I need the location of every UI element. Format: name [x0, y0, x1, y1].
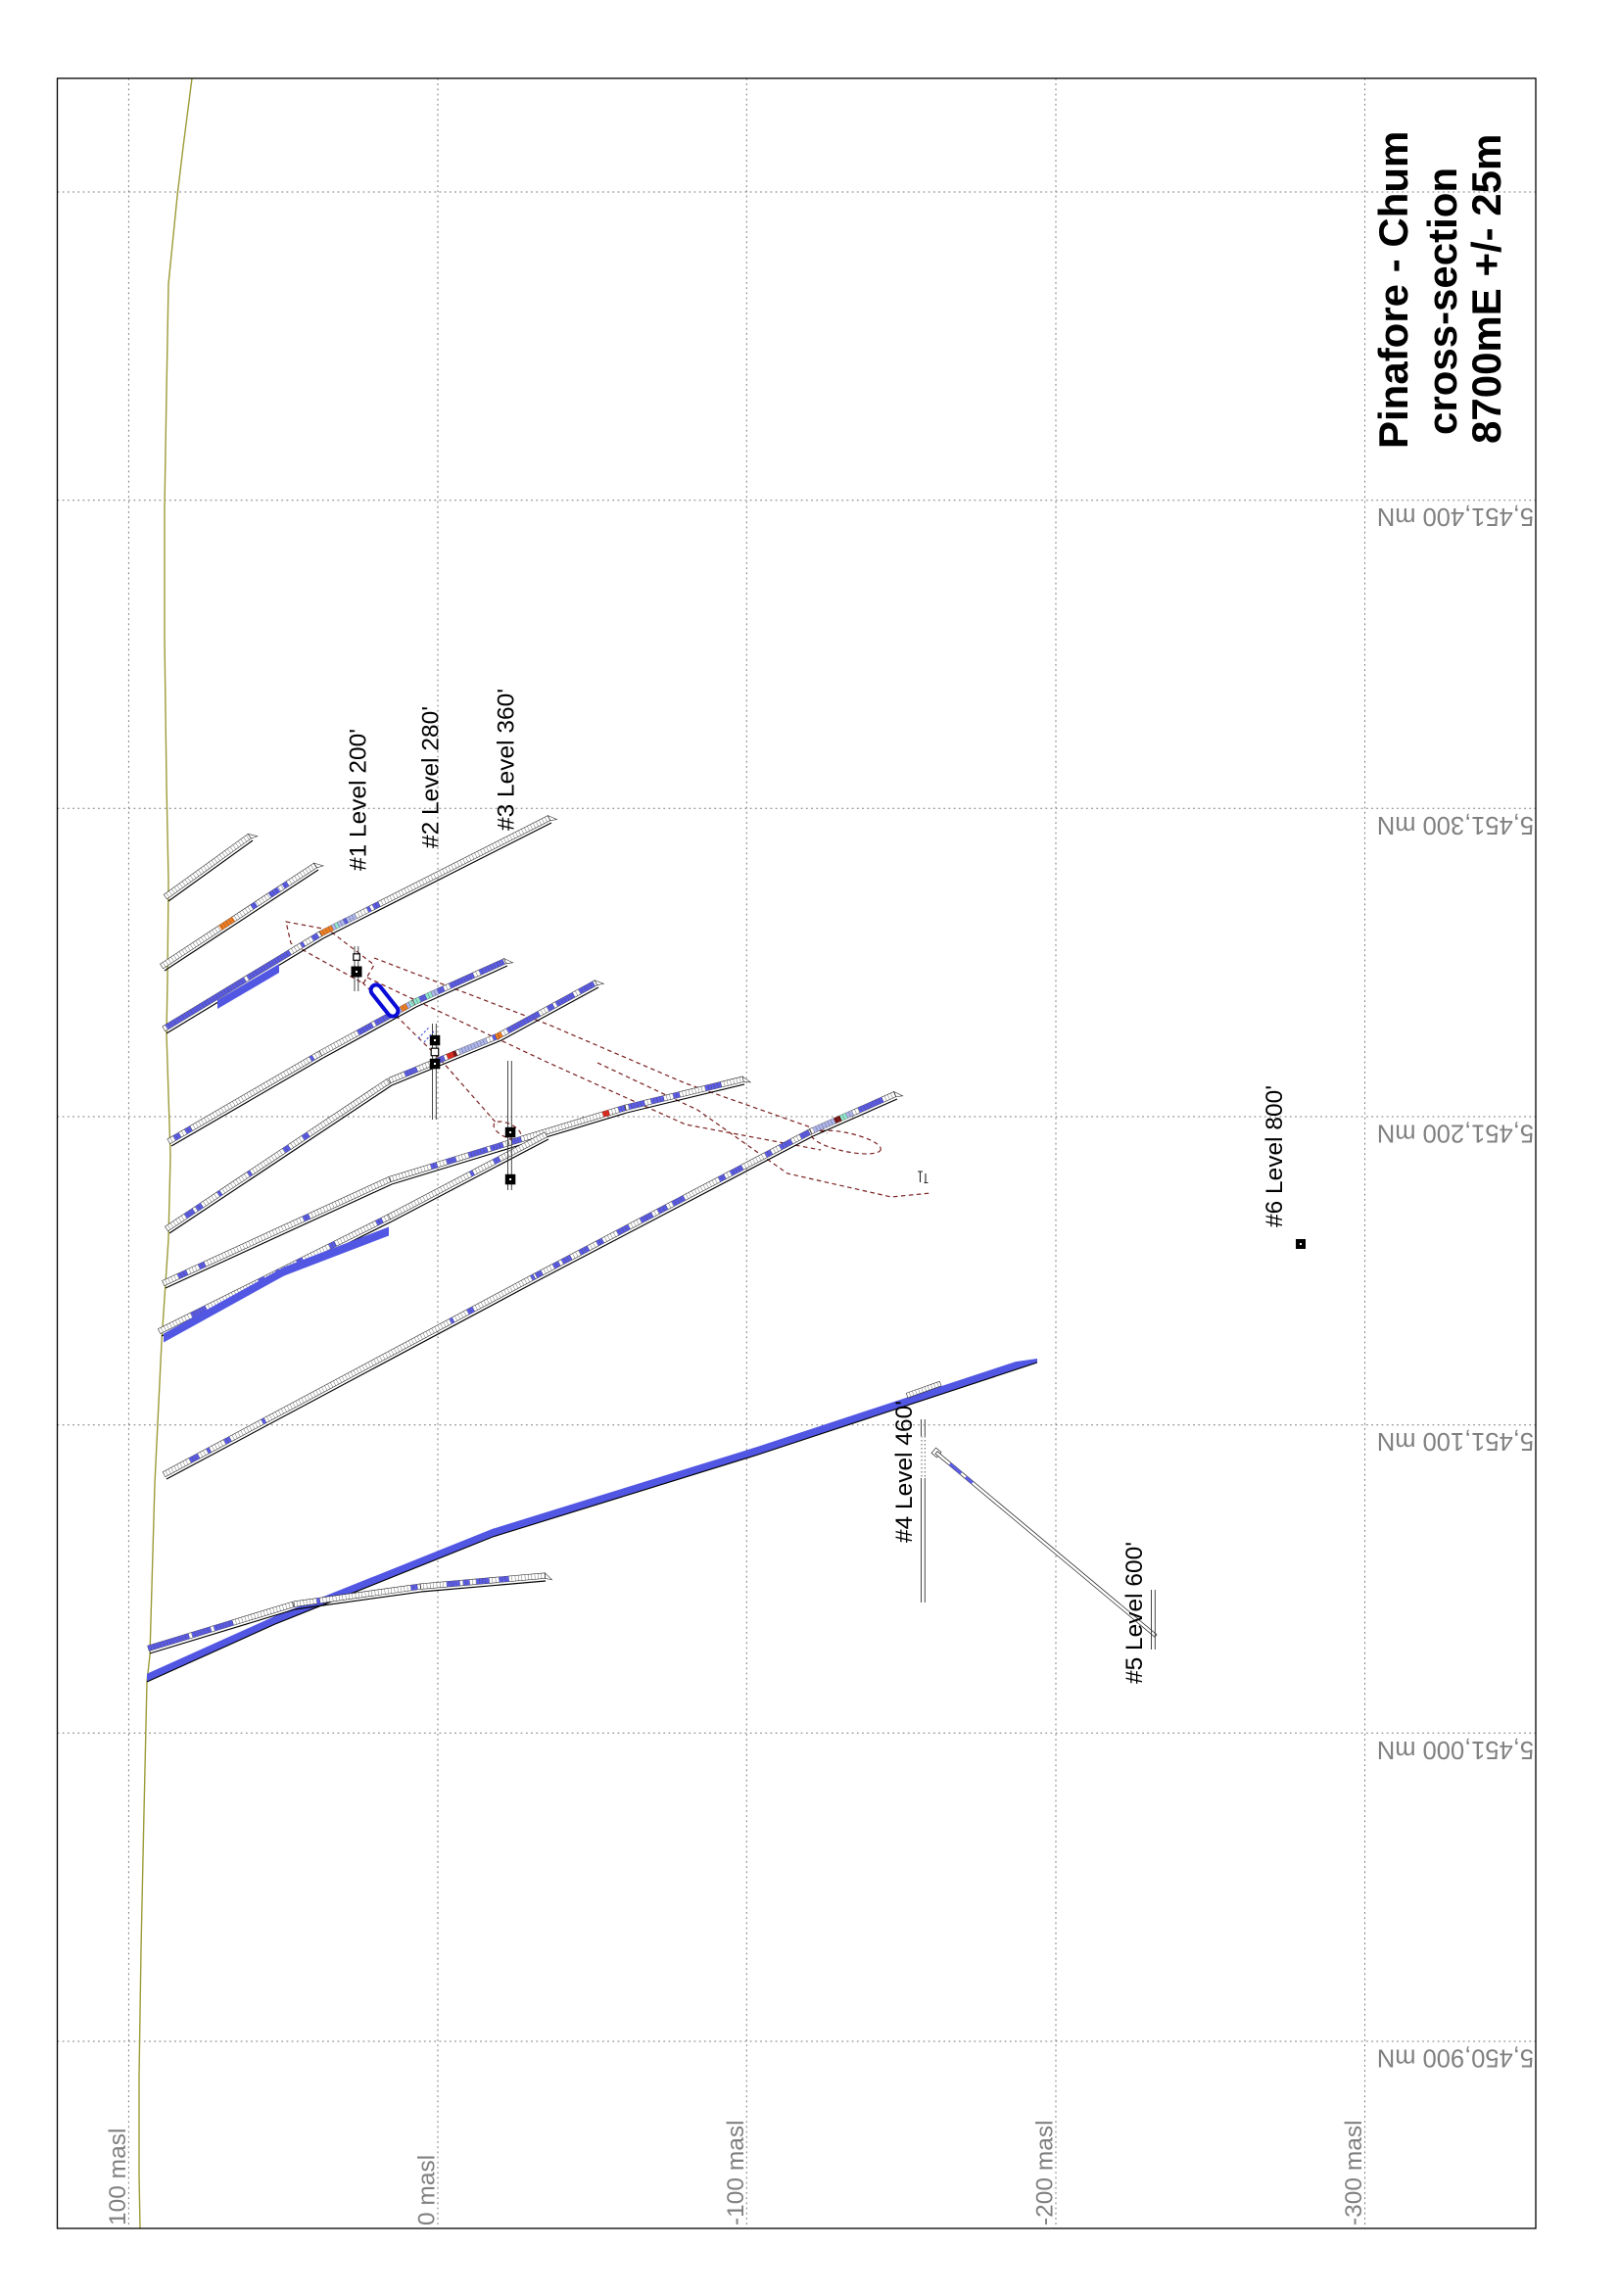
svg-text:5,451,000 mN: 5,451,000 mN [1377, 1736, 1534, 1763]
svg-text:-100 masl: -100 masl [723, 2120, 749, 2225]
svg-text:#1 Level 200': #1 Level 200' [346, 729, 372, 871]
svg-text:-300 masl: -300 masl [1341, 2120, 1367, 2225]
svg-text:#6 Level 800': #6 Level 800' [1262, 1085, 1288, 1227]
svg-text:8700mE +/- 25m: 8700mE +/- 25m [1463, 134, 1509, 444]
svg-text:100 masl: 100 masl [105, 2129, 131, 2225]
svg-text:cross-section: cross-section [1419, 167, 1465, 435]
svg-text:0 masl: 0 masl [414, 2155, 441, 2225]
svg-text:-200 masl: -200 masl [1032, 2120, 1059, 2225]
svg-text:5,450,900 mN: 5,450,900 mN [1377, 2044, 1534, 2072]
svg-text:Pinafore - Chum: Pinafore - Chum [1370, 131, 1416, 449]
svg-text:5,451,200 mN: 5,451,200 mN [1377, 1120, 1534, 1147]
svg-text:#4 Level 460': #4 Level 460' [891, 1401, 918, 1543]
svg-text:5,451,300 mN: 5,451,300 mN [1377, 811, 1534, 838]
svg-text:5,451,100 mN: 5,451,100 mN [1377, 1427, 1534, 1455]
svg-text:#3 Level 360': #3 Level 360' [494, 689, 520, 831]
svg-text:#2 Level 280': #2 Level 280' [418, 706, 445, 848]
svg-text:5,451,400 mN: 5,451,400 mN [1377, 502, 1534, 530]
svg-text:#5 Level 600': #5 Level 600' [1121, 1542, 1148, 1684]
